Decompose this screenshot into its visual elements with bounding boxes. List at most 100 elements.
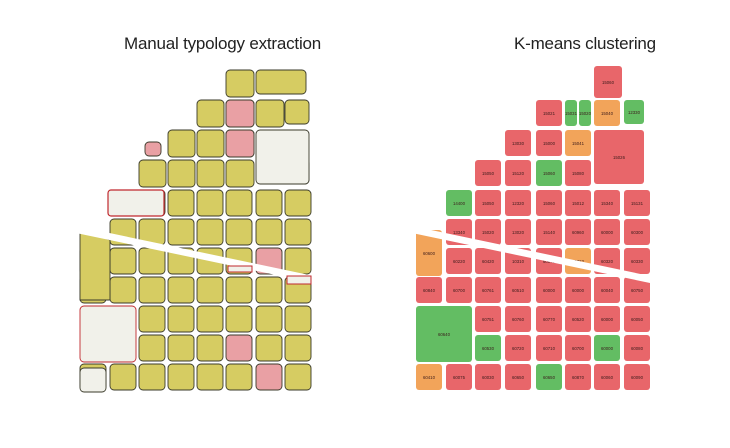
block-label: 15140	[543, 230, 556, 235]
block-label: 60600	[423, 251, 436, 256]
block-orange: 15040	[594, 100, 620, 126]
block-olive	[138, 305, 166, 333]
block-label: 60761	[482, 288, 495, 293]
block-label: 15040	[601, 111, 614, 116]
block-label: 60000	[572, 288, 585, 293]
block-olive	[284, 334, 312, 362]
block-olive	[284, 305, 312, 333]
block-olive	[255, 363, 283, 391]
block-red: 60520	[565, 306, 591, 332]
block-red: 60750	[624, 277, 650, 303]
block-label: 15060	[602, 80, 615, 85]
block-olive	[196, 334, 224, 362]
block-olive	[284, 363, 312, 391]
block-label: 15020	[579, 111, 592, 116]
block-red: 60761	[475, 277, 501, 303]
block-label: 15050	[482, 201, 495, 206]
block-label: 60530	[482, 346, 495, 351]
block-olive	[167, 276, 195, 304]
block-red: 15050	[475, 190, 501, 216]
block-olive	[255, 69, 307, 95]
block-red: 60090	[624, 364, 650, 390]
block-olive	[225, 69, 255, 98]
block-red: 60030	[475, 364, 501, 390]
block-red: 60960	[565, 219, 591, 245]
block-red: 60751	[475, 306, 501, 332]
block-label: 10310	[512, 259, 525, 264]
block-label: 60520	[572, 317, 585, 322]
block-white	[107, 189, 165, 217]
block-olive	[196, 129, 225, 158]
block-olive	[138, 363, 166, 391]
block-label: 60080	[631, 346, 644, 351]
block-label: 60640	[438, 332, 451, 337]
block-white	[286, 275, 312, 285]
block-label: 60710	[543, 346, 556, 351]
block-green: 14400	[446, 190, 472, 216]
block-label: 60650	[512, 375, 525, 380]
block-red: 60060	[594, 364, 620, 390]
block-olive	[138, 247, 166, 275]
block-olive	[225, 363, 253, 391]
block-red: 15340	[594, 190, 620, 216]
block-green: 60640	[416, 306, 472, 362]
block-label: 15041	[572, 141, 585, 146]
block-olive	[138, 276, 166, 304]
block-orange: 60600	[416, 230, 442, 276]
block-label: 60720	[512, 346, 525, 351]
block-red: 60000	[594, 306, 620, 332]
block-label: 60700	[453, 288, 466, 293]
block-green: 12330	[624, 100, 644, 124]
block-label: 60770	[543, 317, 556, 322]
block-label: 60050	[631, 317, 644, 322]
block-olive	[225, 276, 253, 304]
block-red: 15000	[536, 130, 562, 156]
block-red: 13020	[505, 219, 531, 245]
block-green: 15031	[565, 100, 578, 126]
block-label: 60060	[601, 375, 614, 380]
block-red: 15050	[475, 160, 501, 186]
block-olive	[255, 99, 285, 128]
block-label: 14400	[453, 201, 466, 206]
block-red: 15020	[475, 219, 501, 245]
block-white	[227, 265, 253, 273]
block-label: 60960	[572, 230, 585, 235]
block-olive	[167, 334, 195, 362]
block-olive	[225, 334, 253, 362]
diagonal-street	[412, 226, 650, 283]
left-panel-title: Manual typology extraction	[124, 34, 322, 53]
block-label: 60220	[453, 259, 466, 264]
block-red: 60000	[565, 277, 591, 303]
block-red: 15131	[624, 190, 650, 216]
block-pink	[225, 129, 255, 158]
block-red: 15026	[594, 130, 644, 184]
block-white	[79, 305, 137, 363]
block-olive	[255, 305, 283, 333]
block-red: 60220	[446, 248, 472, 274]
block-label: 15060	[543, 201, 556, 206]
right-panel-title: K-means clustering	[514, 34, 656, 53]
block-label: 15000	[543, 141, 556, 146]
block-label: 60840	[423, 288, 436, 293]
block-red: 60840	[416, 277, 442, 303]
block-olive	[79, 229, 111, 301]
block-label: 60870	[572, 375, 585, 380]
block-label: 60760	[512, 317, 525, 322]
block-red: 15021	[536, 100, 562, 126]
block-olive	[196, 99, 225, 128]
block-red: 12320	[505, 190, 531, 216]
block-label: 15050	[482, 171, 495, 176]
block-olive	[225, 218, 253, 246]
block-label: 13340	[453, 230, 466, 235]
block-label: 15120	[512, 171, 525, 176]
block-red: 60075	[446, 364, 472, 390]
block-olive	[167, 159, 196, 188]
block-red: 60300	[624, 219, 650, 245]
block-green: 60000	[594, 335, 620, 361]
block-label: 15020	[482, 230, 495, 235]
block-label: 13020	[512, 230, 525, 235]
block-red: 15012	[565, 190, 591, 216]
block-label: 60420	[482, 259, 495, 264]
block-label: 60000	[601, 317, 614, 322]
